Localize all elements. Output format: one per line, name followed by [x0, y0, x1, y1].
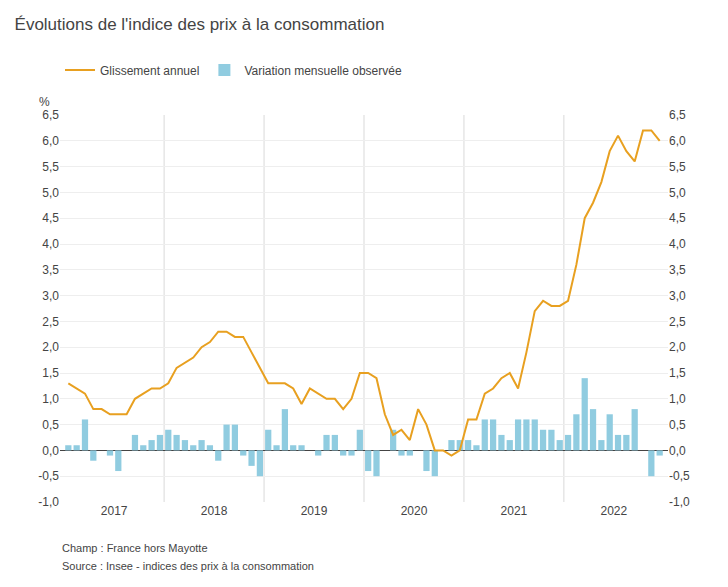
svg-text:3,5: 3,5	[42, 263, 59, 277]
svg-text:2021: 2021	[501, 504, 528, 518]
svg-text:0,0: 0,0	[42, 444, 59, 458]
svg-text:1,5: 1,5	[42, 366, 59, 380]
svg-text:5,5: 5,5	[42, 160, 59, 174]
svg-text:%: %	[39, 95, 50, 109]
svg-text:3,5: 3,5	[669, 263, 686, 277]
svg-text:0,0: 0,0	[669, 444, 686, 458]
svg-text:4,5: 4,5	[669, 211, 686, 225]
svg-text:2022: 2022	[601, 504, 628, 518]
svg-text:-0,5: -0,5	[669, 469, 690, 483]
svg-text:4,5: 4,5	[42, 211, 59, 225]
svg-text:3,0: 3,0	[669, 289, 686, 303]
svg-text:5,5: 5,5	[669, 160, 686, 174]
svg-text:2018: 2018	[201, 504, 228, 518]
svg-text:2,5: 2,5	[669, 315, 686, 329]
svg-text:Source : Insee - indices des p: Source : Insee - indices des prix à la c…	[62, 560, 314, 572]
svg-text:-0,5: -0,5	[38, 469, 59, 483]
svg-text:2,0: 2,0	[669, 340, 686, 354]
svg-text:Glissement annuel: Glissement annuel	[100, 64, 199, 78]
svg-text:1,5: 1,5	[669, 366, 686, 380]
svg-text:Évolutions de l'indice des pri: Évolutions de l'indice des prix à la con…	[15, 15, 385, 34]
svg-text:2020: 2020	[401, 504, 428, 518]
svg-text:6,0: 6,0	[42, 134, 59, 148]
svg-text:0,5: 0,5	[42, 418, 59, 432]
svg-text:5,0: 5,0	[669, 186, 686, 200]
svg-text:6,5: 6,5	[669, 108, 686, 122]
svg-text:6,0: 6,0	[669, 134, 686, 148]
svg-text:2019: 2019	[301, 504, 328, 518]
svg-text:Variation mensuelle observée: Variation mensuelle observée	[244, 64, 402, 78]
svg-text:6,5: 6,5	[42, 108, 59, 122]
svg-text:Champ : France hors Mayotte: Champ : France hors Mayotte	[62, 542, 208, 554]
svg-text:2,0: 2,0	[42, 340, 59, 354]
svg-text:5,0: 5,0	[42, 186, 59, 200]
svg-text:0,5: 0,5	[669, 418, 686, 432]
svg-text:2,5: 2,5	[42, 315, 59, 329]
svg-text:2017: 2017	[101, 504, 128, 518]
svg-text:1,0: 1,0	[42, 392, 59, 406]
svg-text:-1,0: -1,0	[669, 495, 690, 509]
svg-text:1,0: 1,0	[669, 392, 686, 406]
svg-text:4,0: 4,0	[42, 237, 59, 251]
svg-text:4,0: 4,0	[669, 237, 686, 251]
svg-text:3,0: 3,0	[42, 289, 59, 303]
svg-text:-1,0: -1,0	[38, 495, 59, 509]
